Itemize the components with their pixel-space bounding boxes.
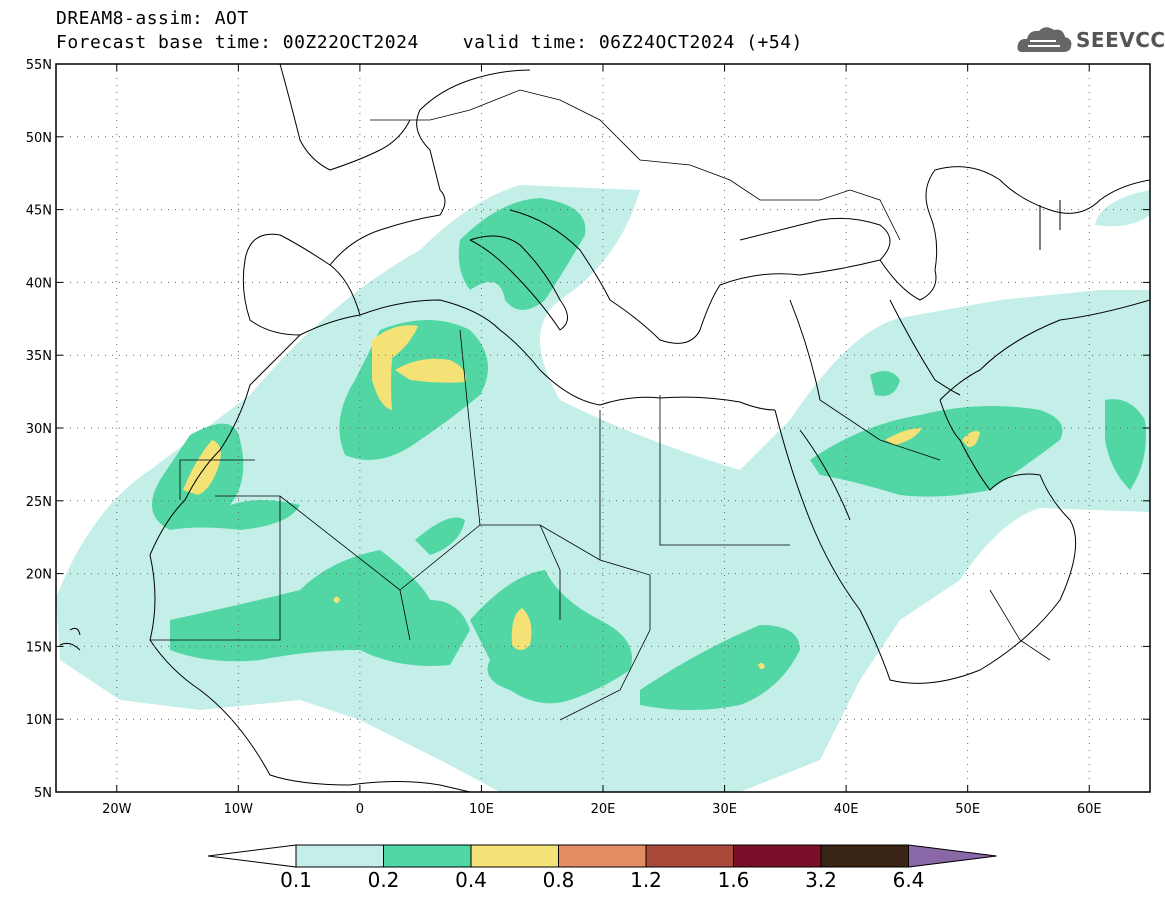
colorbar-below-triangle <box>207 844 297 868</box>
lat-label: 25N <box>26 495 52 510</box>
lon-label: 30E <box>712 802 737 817</box>
colorbar-segment <box>295 844 384 868</box>
colorbar <box>207 844 997 868</box>
longitude-labels: 20W 10W 0 10E 20E 30E 40E 50E 60E <box>102 802 1102 817</box>
valid-time: valid time: 06Z24OCT2024 (+54) <box>462 32 803 53</box>
colorbar-segment <box>558 844 647 868</box>
lat-label: 10N <box>26 713 52 728</box>
lat-label: 15N <box>26 640 52 655</box>
country-borders <box>150 89 1051 721</box>
time-info: Forecast base time: 00Z22OCT2024 valid ti… <box>56 32 803 53</box>
lat-label: 35N <box>26 349 52 364</box>
aot-shading <box>56 185 1150 792</box>
latitude-labels: 55N 50N 45N 40N 35N 30N 25N 20N 15N 10N 5N <box>26 58 52 801</box>
graticule <box>56 64 1150 792</box>
aot-level-0-4 <box>183 325 980 670</box>
map-title: DREAM8-assim: AOT <box>56 8 249 29</box>
lat-label: 40N <box>26 276 52 291</box>
colorbar-above-triangle <box>908 844 997 868</box>
lon-label: 40E <box>834 802 859 817</box>
lon-label: 60E <box>1077 802 1102 817</box>
lon-label: 10W <box>224 802 254 817</box>
colorbar-label: 6.4 <box>893 868 925 892</box>
colorbar-label: 0.8 <box>543 868 575 892</box>
seevccc-logo: SEEVCCC <box>1016 22 1165 58</box>
lat-label: 45N <box>26 204 52 219</box>
coastlines-borders <box>59 64 1150 792</box>
aot-level-0-2 <box>152 198 1146 710</box>
colorbar-segment <box>733 844 822 868</box>
lat-label: 55N <box>26 58 52 73</box>
forecast-base-time: Forecast base time: 00Z22OCT2024 <box>56 32 419 53</box>
colorbar-label: 0.2 <box>368 868 400 892</box>
colorbar-label: 0.4 <box>455 868 487 892</box>
lon-label: 20W <box>102 802 132 817</box>
colorbar-segment <box>383 844 472 868</box>
lon-label: 20E <box>591 802 616 817</box>
colorbar-labels: 0.1 0.2 0.4 0.8 1.2 1.6 3.2 6.4 <box>280 868 924 892</box>
lon-label: 0 <box>356 802 364 817</box>
logo-text: SEEVCCC <box>1076 28 1165 52</box>
colorbar-segment <box>645 844 734 868</box>
colorbar-segment <box>820 844 909 868</box>
cloud-icon <box>1017 27 1072 52</box>
lat-label: 5N <box>34 786 52 801</box>
lat-label: 30N <box>26 422 52 437</box>
axis-ticks <box>56 63 1150 793</box>
lat-label: 50N <box>26 131 52 146</box>
colorbar-label: 3.2 <box>805 868 837 892</box>
colorbar-label: 0.1 <box>280 868 312 892</box>
colorbar-label: 1.6 <box>718 868 750 892</box>
lat-label: 20N <box>26 568 52 583</box>
colorbar-segment <box>470 844 559 868</box>
colorbar-label: 1.2 <box>630 868 662 892</box>
lon-label: 10E <box>469 802 494 817</box>
lon-label: 50E <box>955 802 980 817</box>
